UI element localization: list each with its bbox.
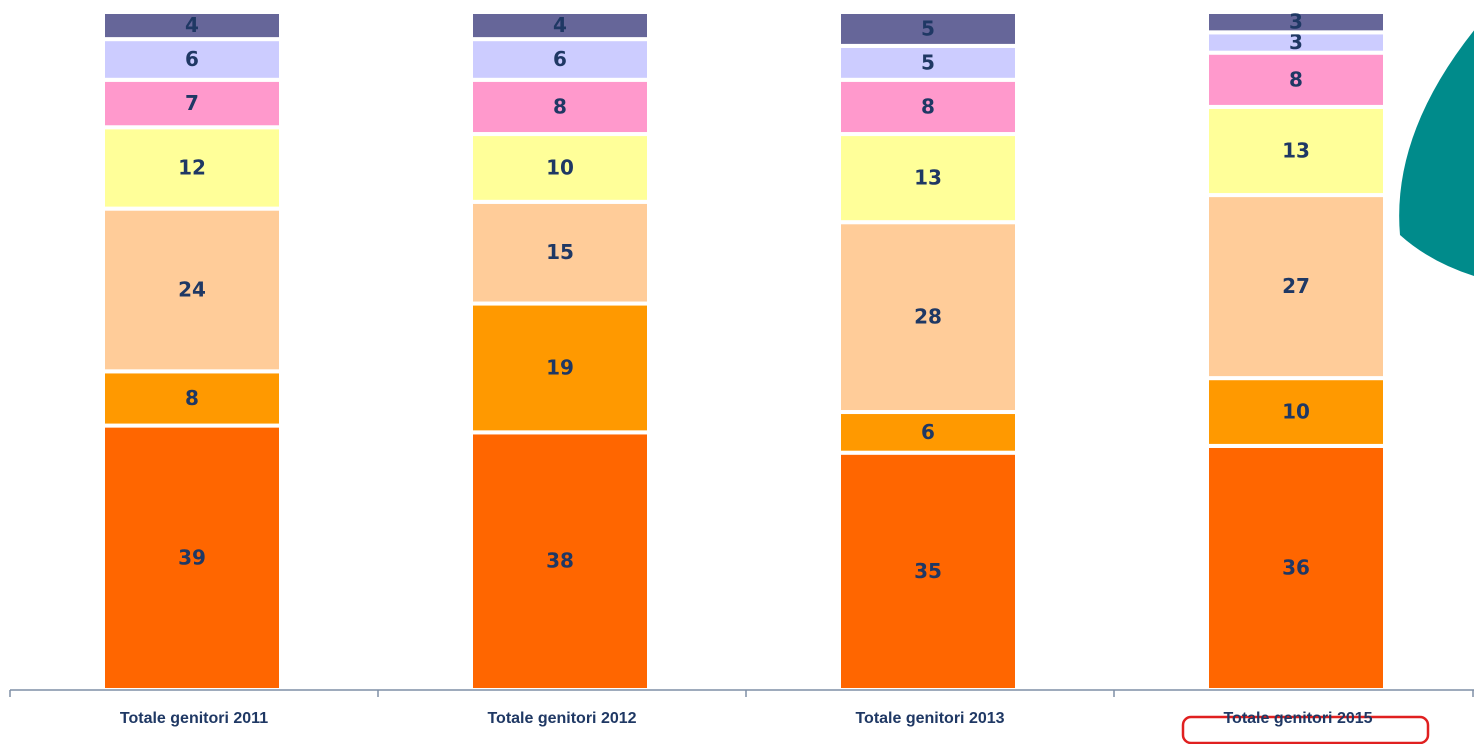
bar-segment bbox=[101, 125, 283, 211]
bar-segment bbox=[837, 10, 1019, 48]
x-tick-label: Totale genitori 2012 bbox=[487, 710, 636, 727]
bar-segment bbox=[469, 37, 651, 82]
data-label: 15 bbox=[546, 240, 574, 264]
data-label: 10 bbox=[546, 155, 574, 179]
data-label: 19 bbox=[546, 355, 574, 379]
data-label: 38 bbox=[546, 549, 574, 573]
bar-segment bbox=[837, 220, 1019, 415]
x-tick-label: Totale genitori 2015 bbox=[1223, 710, 1372, 727]
data-label: 24 bbox=[178, 277, 206, 301]
data-label: 6 bbox=[921, 420, 935, 444]
bar-segment bbox=[469, 430, 651, 692]
bar-segment bbox=[1205, 10, 1387, 35]
data-label: 10 bbox=[1282, 400, 1310, 424]
data-label: 36 bbox=[1282, 555, 1310, 579]
data-label: 8 bbox=[185, 386, 199, 410]
data-label: 4 bbox=[553, 13, 567, 37]
data-label: 39 bbox=[178, 545, 206, 569]
data-label: 27 bbox=[1282, 274, 1310, 298]
plot-area: 3982412764381915108643562813855361027138… bbox=[101, 10, 1387, 693]
data-label: 28 bbox=[914, 305, 942, 329]
decoration bbox=[1399, 0, 1474, 276]
data-label: 8 bbox=[921, 94, 935, 118]
data-label: 4 bbox=[185, 13, 199, 37]
data-label: 7 bbox=[185, 91, 199, 115]
data-label: 5 bbox=[921, 50, 935, 74]
bar-segment bbox=[837, 132, 1019, 225]
data-label: 5 bbox=[921, 16, 935, 40]
bar-segment bbox=[469, 199, 651, 306]
bar-segment bbox=[101, 423, 283, 692]
bar-segment bbox=[469, 77, 651, 137]
data-label: 12 bbox=[178, 155, 206, 179]
data-label: 35 bbox=[914, 559, 942, 583]
data-label: 6 bbox=[553, 47, 567, 71]
x-tick-label: Totale genitori 2013 bbox=[855, 710, 1004, 727]
bar-segment bbox=[837, 43, 1019, 82]
data-label: 13 bbox=[1282, 138, 1310, 162]
bar-segment bbox=[837, 77, 1019, 137]
bar-segment bbox=[1205, 193, 1387, 381]
bar-segment bbox=[1205, 104, 1387, 198]
bar-segment bbox=[101, 369, 283, 428]
data-label: 3 bbox=[1289, 10, 1303, 34]
bar-segment bbox=[469, 10, 651, 42]
data-label: 8 bbox=[553, 94, 567, 118]
data-label: 6 bbox=[185, 47, 199, 71]
bar-segment bbox=[469, 301, 651, 435]
data-label: 13 bbox=[914, 166, 942, 190]
data-label: 3 bbox=[1289, 30, 1303, 54]
x-tick-label: Totale genitori 2011 bbox=[120, 710, 268, 727]
data-label: 8 bbox=[1289, 67, 1303, 91]
bar-segment bbox=[469, 132, 651, 204]
highlight-box bbox=[1181, 715, 1430, 744]
bar-segment bbox=[101, 10, 283, 42]
bar-segment bbox=[101, 37, 283, 82]
